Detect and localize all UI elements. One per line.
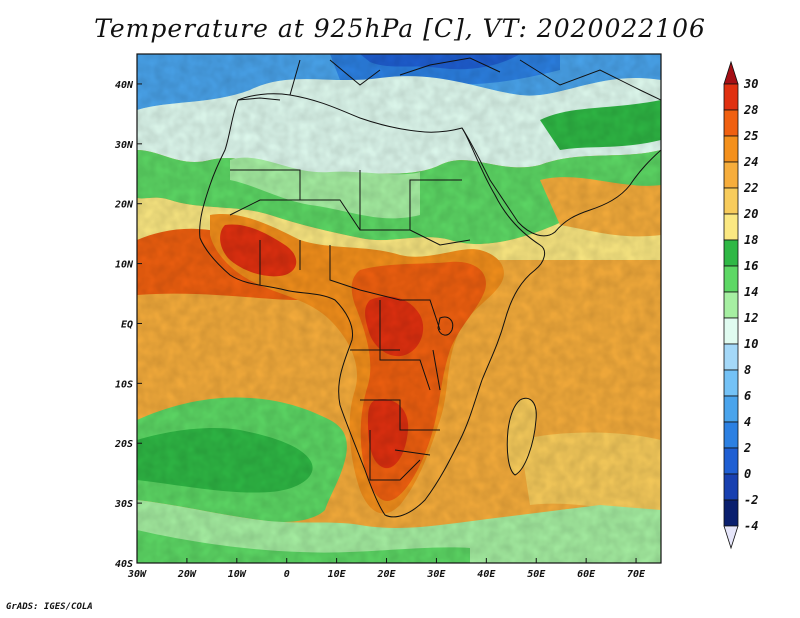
map-title: Temperature at 925hPa [C], VT: 202002210…: [94, 14, 706, 43]
colorbar-swatch: [723, 317, 739, 345]
lat-tick-label: 30S: [114, 499, 133, 510]
colorbar-label: 0: [744, 467, 751, 481]
map-frame: [136, 53, 662, 564]
lon-tick-label: 70E: [627, 569, 646, 580]
lat-tick-label: 40N: [115, 80, 134, 91]
lat-tick-label: 40S: [115, 559, 133, 570]
colorbar-label: 10: [744, 337, 758, 351]
lat-tick-label: 20N: [114, 200, 134, 211]
temperature-field: [137, 54, 661, 563]
colorbar-label: 8: [744, 363, 751, 377]
colorbar-swatch: [723, 369, 739, 397]
grads-credit: GrADS: IGES/COLA: [6, 602, 93, 612]
lon-tick-label: 10W: [228, 569, 247, 580]
lon-tick-label: 30E: [426, 569, 446, 580]
coastline-boundaries: [199, 57, 661, 518]
colorbar-swatch: [723, 187, 739, 215]
colorbar-label: 24: [743, 155, 758, 169]
lon-tick-label: 10E: [328, 569, 347, 580]
colorbar-label: 28: [743, 103, 758, 117]
lon-tick-label: 0: [284, 569, 290, 580]
lat-tick-label: 30N: [114, 140, 134, 151]
colorbar-max-triangle: [723, 60, 739, 85]
colorbar-swatch: [723, 213, 739, 241]
colorbar-min-triangle: [723, 525, 739, 550]
colorbar-swatch: [723, 161, 739, 189]
colorbar-swatch: [723, 343, 739, 371]
colorbar-swatch: [723, 421, 739, 449]
lat-tick-label: 10N: [115, 260, 134, 271]
colorbar-label: -2: [744, 493, 758, 507]
colorbar-swatch: [723, 135, 739, 163]
colorbar-label: 6: [744, 389, 751, 403]
lat-tick-label: 10S: [115, 379, 133, 390]
colorbar-swatch: [723, 239, 739, 267]
colorbar-swatch: [723, 395, 739, 423]
colorbar-label: 22: [743, 181, 758, 195]
colorbar-label: -4: [744, 519, 758, 533]
colorbar-label: 25: [743, 129, 758, 143]
lon-tick-label: 60E: [577, 569, 596, 580]
lon-tick-label: 50E: [527, 569, 546, 580]
colorbar-label: 20: [743, 207, 758, 221]
colorbar-label: 12: [744, 311, 758, 325]
lon-tick-label: 40E: [477, 569, 496, 580]
colorbar-label: 30: [743, 77, 758, 91]
colorbar-swatch: [723, 83, 739, 111]
lat-tick-label: 20S: [114, 439, 133, 450]
lon-tick-label: 20E: [376, 569, 396, 580]
colorbar-swatch: [723, 109, 739, 137]
lon-tick-label: 20W: [177, 569, 197, 580]
colorbar-label: 18: [744, 233, 758, 247]
colorbar-swatch: [723, 499, 739, 527]
colorbar-label: 4: [744, 415, 751, 429]
colorbar-swatch: [723, 473, 739, 501]
lat-tick-label: EQ: [121, 319, 133, 330]
colorbar-label: 16: [744, 259, 758, 273]
colorbar-swatch: [723, 447, 739, 475]
lon-tick-label: 30W: [127, 569, 147, 580]
colorbar-swatch: [723, 265, 739, 293]
colorbar-label: 14: [744, 285, 758, 299]
colorbar-swatch: [723, 291, 739, 319]
colorbar-label: 2: [743, 441, 751, 455]
